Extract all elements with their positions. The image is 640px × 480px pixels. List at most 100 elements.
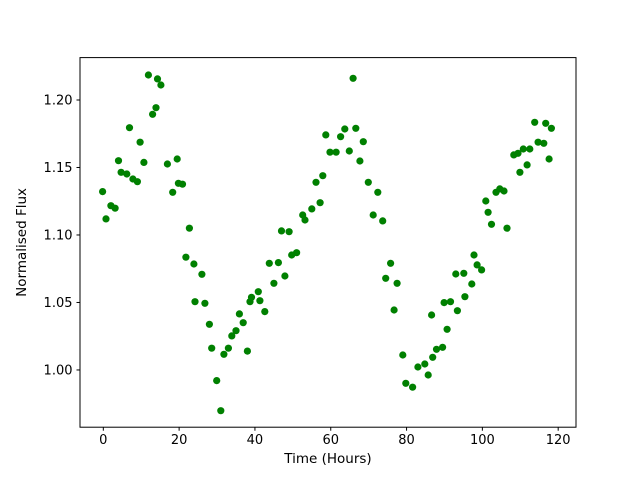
data-point	[322, 131, 330, 139]
data-point	[349, 74, 357, 82]
data-point	[503, 224, 511, 232]
data-point	[432, 345, 441, 353]
x-tick-label: 120	[546, 433, 571, 448]
data-point	[198, 270, 206, 278]
data-point	[402, 379, 410, 387]
data-point	[228, 332, 236, 340]
data-point	[239, 319, 247, 327]
data-point	[387, 259, 395, 267]
data-point	[364, 178, 372, 186]
x-tick-label: 40	[247, 433, 264, 448]
data-point	[440, 299, 448, 307]
data-point	[393, 279, 401, 287]
data-point	[136, 138, 144, 146]
plot-border	[79, 57, 577, 428]
data-point	[125, 124, 134, 132]
data-point	[540, 139, 548, 147]
data-point	[190, 260, 198, 268]
data-point	[169, 188, 177, 196]
data-point	[213, 377, 221, 385]
data-point	[470, 251, 478, 259]
plot-area	[80, 57, 576, 428]
x-tick-label: 20	[171, 433, 188, 448]
data-point	[473, 261, 481, 269]
data-point	[487, 220, 496, 228]
data-point	[285, 228, 293, 236]
data-point	[439, 343, 447, 351]
data-point	[399, 351, 407, 359]
data-point	[140, 158, 148, 166]
data-point	[526, 145, 534, 153]
data-point	[337, 133, 345, 141]
data-point	[123, 170, 131, 178]
data-point	[254, 288, 262, 296]
data-point	[382, 274, 390, 282]
data-point	[235, 310, 243, 318]
data-point	[247, 293, 256, 301]
data-point	[277, 227, 286, 235]
data-point	[468, 280, 476, 288]
data-point	[547, 124, 556, 132]
data-point	[326, 148, 334, 156]
data-point	[261, 308, 269, 316]
data-point	[429, 353, 437, 361]
data-point	[424, 371, 432, 379]
x-tick-label: 0	[99, 433, 107, 448]
data-point	[232, 327, 240, 335]
y-axis-label: Normalised Flux	[14, 188, 30, 297]
data-point	[374, 188, 382, 196]
data-point	[293, 249, 301, 257]
data-point	[379, 217, 387, 225]
data-point	[446, 298, 455, 306]
data-point	[461, 293, 469, 301]
data-point	[265, 259, 273, 267]
data-point	[185, 224, 193, 232]
data-point	[452, 270, 460, 278]
y-tick-label: 1.20	[44, 93, 73, 108]
data-point	[312, 178, 320, 186]
data-point	[531, 118, 539, 126]
y-tick-label: 1.00	[44, 363, 73, 378]
data-point	[114, 157, 123, 165]
x-tick-label: 100	[470, 433, 495, 448]
data-point	[500, 187, 508, 195]
data-point	[460, 269, 468, 277]
y-tick-label: 1.15	[44, 161, 73, 176]
y-tick-label: 1.05	[44, 296, 73, 311]
data-point	[484, 208, 492, 216]
data-point	[163, 160, 171, 168]
data-point	[201, 299, 209, 307]
data-point	[144, 71, 152, 79]
data-point	[519, 145, 527, 153]
data-point	[414, 363, 422, 371]
data-point	[217, 407, 225, 415]
data-point	[111, 204, 119, 212]
data-point	[133, 178, 141, 186]
data-point	[421, 360, 429, 368]
data-point	[359, 138, 367, 146]
data-point	[220, 350, 228, 358]
data-point	[390, 306, 398, 314]
data-point	[332, 148, 340, 156]
data-point	[409, 383, 417, 391]
y-tick-label: 1.10	[44, 228, 73, 243]
data-point	[274, 259, 282, 267]
data-point	[153, 75, 162, 83]
data-point	[356, 157, 364, 165]
data-point	[256, 297, 264, 305]
data-point	[152, 104, 160, 112]
data-point	[224, 344, 232, 352]
data-point	[99, 188, 107, 196]
data-point	[178, 180, 187, 188]
data-point	[352, 124, 360, 132]
data-point	[243, 347, 251, 355]
data-point	[205, 320, 213, 328]
data-point	[319, 172, 327, 180]
data-point	[516, 168, 524, 176]
data-point	[542, 119, 550, 127]
data-point	[443, 325, 451, 333]
data-point	[117, 168, 125, 176]
data-point	[102, 215, 110, 223]
